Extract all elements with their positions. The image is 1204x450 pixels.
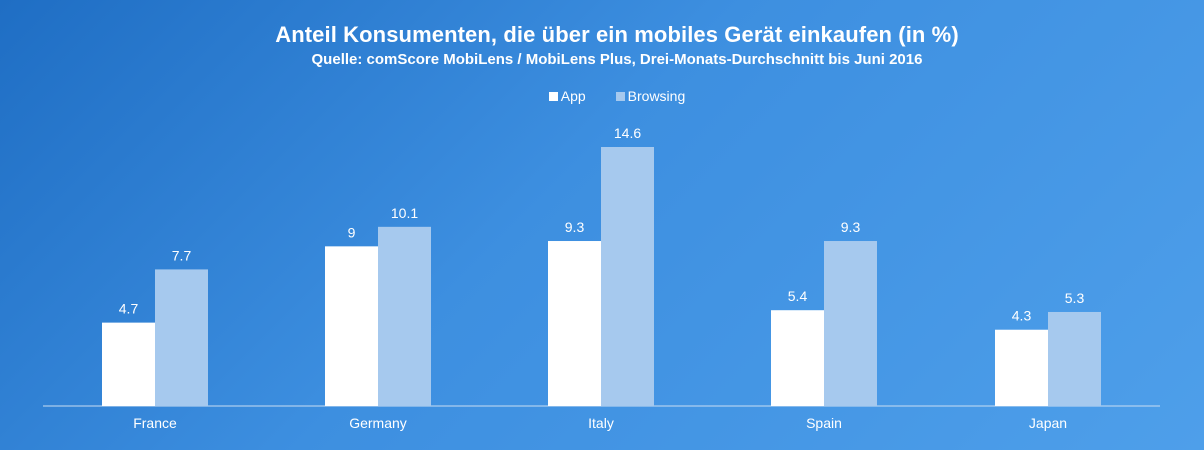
data-label-browsing-germany: 10.1 [391, 205, 418, 221]
bar-browsing-italy [601, 147, 654, 406]
legend-label-app: App [560, 88, 586, 104]
data-label-browsing-spain: 9.3 [841, 219, 861, 235]
x-tick-label-france: France [133, 415, 177, 431]
data-label-browsing-japan: 5.3 [1065, 290, 1085, 306]
x-tick-label-germany: Germany [349, 415, 407, 431]
bar-browsing-spain [824, 241, 877, 406]
bar-browsing-france [155, 269, 208, 406]
legend-item-browsing: Browsing [615, 88, 686, 104]
chart-legend: App Browsing [0, 88, 1204, 104]
data-label-browsing-france: 7.7 [172, 247, 192, 263]
chart-subtitle: Quelle: comScore MobiLens / MobiLens Plu… [311, 51, 923, 68]
data-label-app-spain: 5.4 [788, 288, 808, 304]
bar-app-japan [995, 329, 1048, 406]
data-label-app-japan: 4.3 [1012, 308, 1032, 324]
legend-swatch-app [548, 91, 558, 101]
legend-item-app: App [548, 88, 586, 104]
data-label-browsing-italy: 14.6 [614, 125, 641, 141]
bar-browsing-japan [1048, 311, 1101, 406]
chart-title: Anteil Konsumenten, die über ein mobiles… [275, 22, 959, 47]
x-tick-label-italy: Italy [588, 415, 614, 431]
data-label-app-germany: 9 [348, 224, 356, 240]
x-tick-label-japan: Japan [1029, 415, 1067, 431]
bar-browsing-germany [378, 226, 431, 406]
bar-app-france [102, 322, 155, 406]
bar-app-italy [548, 241, 601, 406]
bar-app-germany [325, 246, 378, 406]
bar-app-spain [771, 310, 824, 406]
legend-label-browsing: Browsing [627, 88, 686, 104]
x-tick-label-spain: Spain [806, 415, 842, 431]
legend-swatch-browsing [615, 91, 625, 101]
data-label-app-france: 4.7 [119, 301, 139, 317]
data-label-app-italy: 9.3 [565, 219, 585, 235]
